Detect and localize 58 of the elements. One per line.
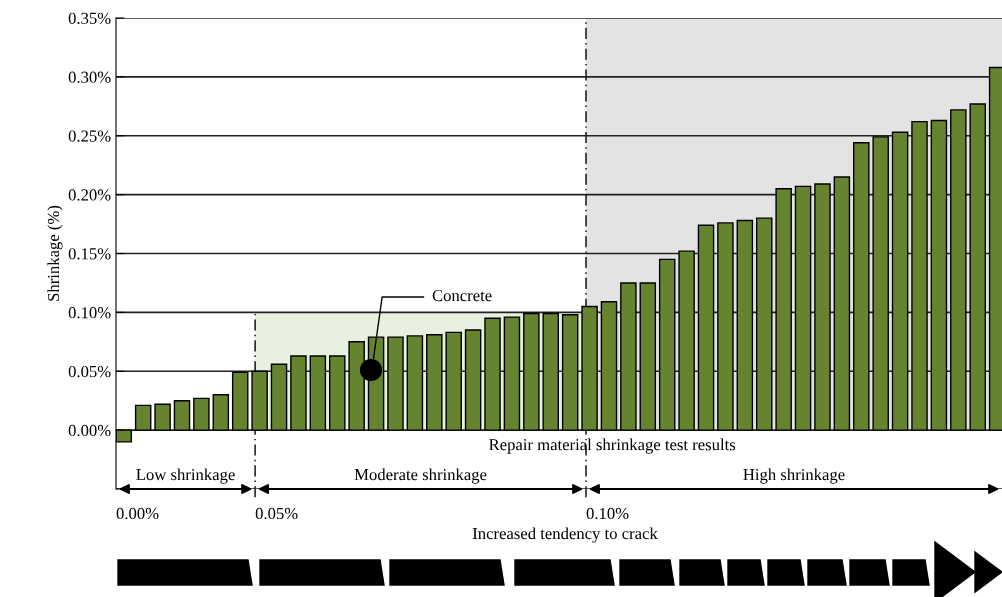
bar — [853, 142, 870, 431]
bar — [620, 282, 637, 431]
bar — [270, 363, 288, 431]
bar — [193, 397, 210, 431]
bar — [639, 282, 657, 431]
bar — [969, 103, 987, 431]
bar — [833, 176, 851, 431]
bar — [484, 317, 501, 431]
bar — [387, 336, 404, 431]
bar — [212, 394, 230, 431]
bar — [697, 224, 715, 431]
y-tick-label: 0.20% — [68, 189, 111, 201]
text: Increased tendency to crack — [472, 527, 658, 543]
annotation: High shrinkage — [743, 468, 845, 484]
bar — [503, 316, 521, 431]
bar — [231, 371, 249, 431]
bar — [911, 120, 928, 431]
bar — [794, 185, 812, 431]
bar — [891, 131, 909, 431]
y-tick-label: 0.30% — [68, 71, 111, 83]
bar — [736, 219, 754, 431]
bar — [154, 403, 171, 431]
bar — [464, 329, 482, 431]
bar — [309, 355, 327, 431]
bar — [872, 136, 889, 431]
bar — [406, 335, 424, 431]
bar — [523, 312, 540, 431]
y-tick-label: 0.35% — [68, 12, 111, 25]
bar — [561, 314, 579, 431]
bar — [542, 312, 560, 431]
bar — [658, 258, 676, 431]
bar — [755, 217, 773, 431]
bar — [950, 109, 967, 431]
y-axis-title: Shrinkage (%) — [47, 205, 63, 301]
text: 0.10% — [586, 507, 629, 520]
bar — [814, 183, 831, 431]
y-tick-label: 0.10% — [68, 307, 111, 319]
annotation: Repair material shrinkage test results — [489, 438, 736, 454]
bar — [173, 399, 191, 431]
bar — [678, 250, 695, 431]
bar — [930, 119, 948, 431]
y-tick-label: 0.05% — [68, 365, 111, 378]
text: 0.05% — [255, 507, 298, 520]
text: 0.00% — [116, 507, 159, 520]
bar — [600, 301, 618, 431]
bar — [445, 331, 462, 431]
bar — [717, 222, 734, 431]
bar — [290, 355, 307, 431]
bar — [328, 355, 346, 431]
annotation: Moderate shrinkage — [354, 468, 487, 484]
y-tick-label: 0.15% — [68, 248, 111, 260]
bar — [134, 404, 152, 431]
annotation: Concrete — [432, 289, 492, 302]
bar — [775, 188, 792, 431]
bar — [426, 334, 443, 431]
annotation: Low shrinkage — [136, 468, 235, 484]
y-tick-label: 0.00% — [68, 424, 111, 437]
y-tick-label: 0.25% — [68, 130, 111, 142]
